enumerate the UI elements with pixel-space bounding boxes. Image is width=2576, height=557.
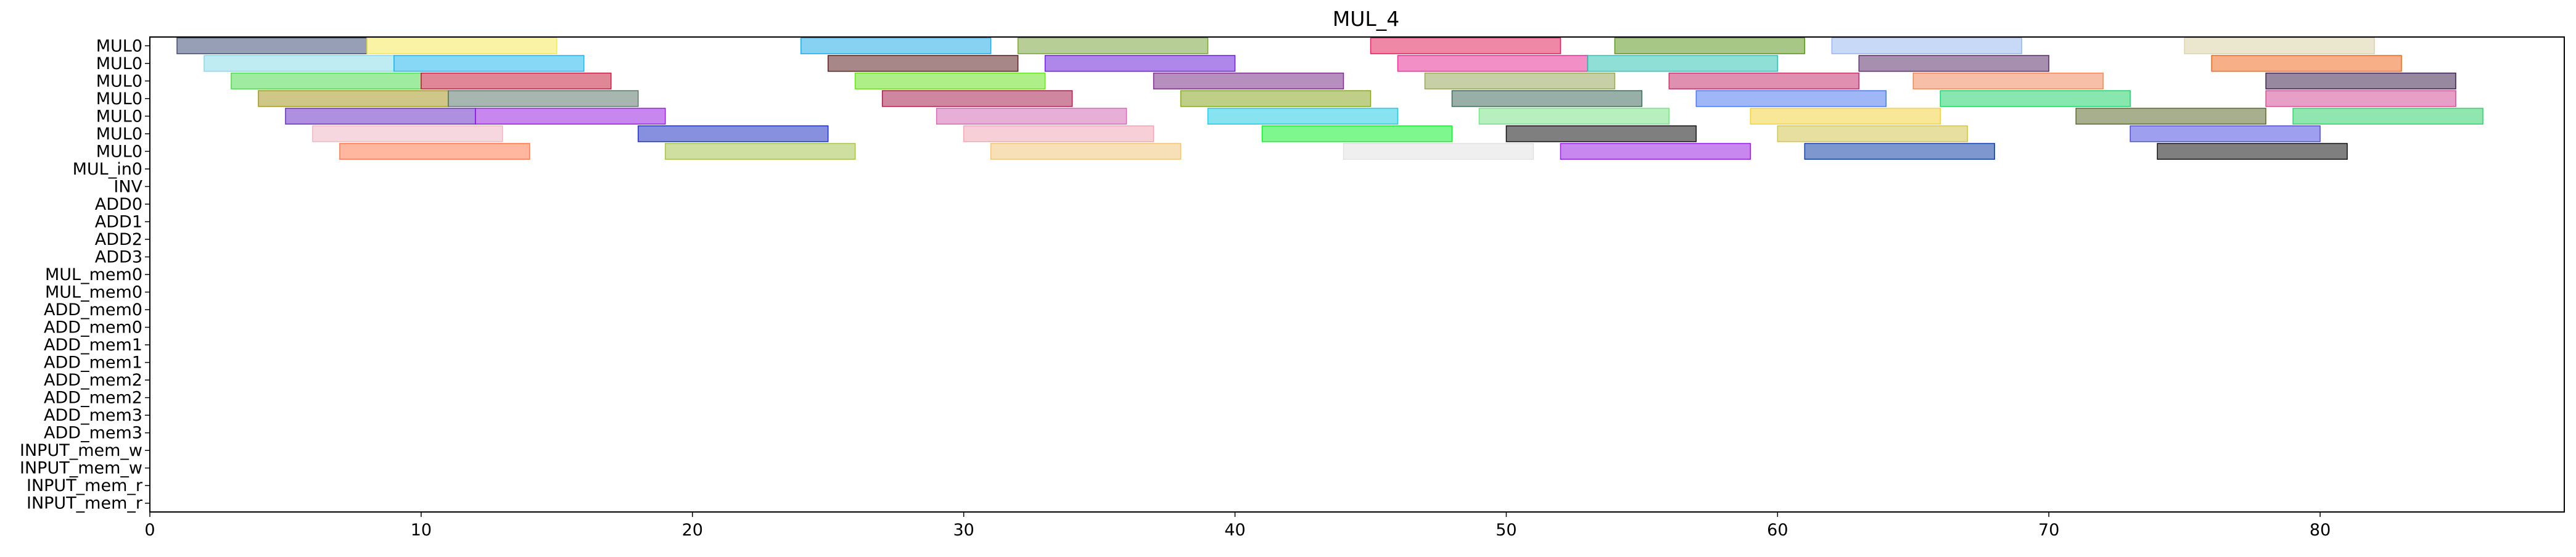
task-bar: [1424, 72, 1616, 89]
task-bar: [1587, 55, 1779, 72]
task-bar: [1153, 72, 1344, 89]
y-tick-label: ADD_mem2: [44, 389, 142, 408]
task-bar: [854, 72, 1046, 89]
y-tick-label: ADD0: [95, 195, 142, 214]
x-tick-label: 0: [144, 521, 155, 540]
task-bar: [1451, 90, 1643, 107]
y-tick-label: MUL_mem0: [45, 265, 142, 284]
task-bar: [176, 37, 368, 54]
y-tick-labels: MUL0MUL0MUL0MUL0MUL0MUL0MUL0MUL_in0INVAD…: [20, 36, 150, 513]
task-bar: [475, 107, 666, 125]
task-bar: [1940, 90, 2131, 107]
task-bar: [204, 55, 395, 72]
y-tick-label: ADD_mem0: [44, 300, 142, 320]
y-tick-label: ADD_mem1: [44, 336, 142, 355]
task-bar: [963, 125, 1154, 142]
task-bar: [881, 90, 1073, 107]
x-tick-labels: 0 10 20 30 40 50 60 70 80: [144, 512, 2331, 540]
task-bar: [1695, 90, 1887, 107]
task-bar: [990, 142, 1182, 160]
task-bar: [1397, 55, 1589, 72]
task-bar: [1207, 107, 1399, 125]
task-bar: [393, 55, 585, 72]
task-bar: [638, 125, 829, 142]
task-bar: [665, 142, 856, 160]
y-tick-label: MUL_mem0: [45, 283, 142, 302]
task-bar: [1668, 72, 1860, 89]
task-bar: [1750, 107, 1941, 125]
x-tick-label: 50: [1496, 521, 1516, 540]
y-tick-label: INPUT_mem_r: [27, 476, 143, 495]
task-bar: [231, 72, 422, 89]
task-bar: [312, 125, 503, 142]
task-bar: [2211, 55, 2402, 72]
task-bar: [2184, 37, 2375, 54]
task-bar: [258, 90, 449, 107]
task-bar: [1831, 37, 2022, 54]
task-bar: [1505, 125, 1697, 142]
y-tick-label: INPUT_mem_w: [20, 441, 142, 460]
task-bar: [1560, 142, 1751, 160]
task-bar: [1343, 142, 1534, 160]
y-tick-label: ADD2: [95, 230, 142, 249]
y-tick-label: MUL0: [96, 107, 142, 126]
x-tick-label: 80: [2310, 521, 2331, 540]
plot-frame: [149, 36, 2565, 513]
task-bar: [339, 142, 530, 160]
task-layer: [176, 37, 2483, 160]
task-bar: [800, 37, 992, 54]
task-bar: [2130, 125, 2321, 142]
task-bar: [448, 90, 639, 107]
task-bar: [1858, 55, 2049, 72]
x-tick-label: 20: [682, 521, 703, 540]
y-tick-label: ADD_mem2: [44, 371, 142, 390]
task-bar: [2292, 107, 2483, 125]
y-tick-label: ADD_mem3: [44, 424, 142, 443]
y-tick-label: ADD3: [95, 247, 142, 266]
y-tick-label: MUL0: [96, 89, 142, 109]
task-bar: [1180, 90, 1372, 107]
task-bar: [1614, 37, 1806, 54]
y-tick-label: INV: [113, 177, 142, 196]
x-tick-label: 60: [1767, 521, 1788, 540]
chart-title: MUL_4: [1333, 7, 1400, 31]
task-bar: [366, 37, 558, 54]
y-tick-label: INPUT_mem_r: [27, 494, 143, 513]
task-bar: [1478, 107, 1670, 125]
task-bar: [2157, 142, 2348, 160]
y-tick-label: MUL0: [96, 36, 142, 56]
task-bar: [2075, 107, 2266, 125]
task-bar: [2265, 90, 2456, 107]
y-tick-label: ADD_mem1: [44, 353, 142, 373]
task-bar: [1017, 37, 1209, 54]
task-bar: [421, 72, 612, 89]
y-tick-label: MUL0: [96, 54, 142, 73]
task-bar: [1044, 55, 1236, 72]
x-tick-label: 30: [953, 521, 974, 540]
task-bar: [285, 107, 476, 125]
y-tick-label: MUL0: [96, 72, 142, 91]
y-tick-label: ADD1: [95, 212, 142, 231]
y-tick-label: ADD_mem0: [44, 318, 142, 337]
task-bar: [1370, 37, 1562, 54]
x-tick-label: 70: [2038, 521, 2059, 540]
task-bar: [1804, 142, 1995, 160]
y-tick-label: MUL0: [96, 125, 142, 144]
task-bar: [1912, 72, 2104, 89]
y-tick-label: MUL_in0: [73, 160, 142, 179]
task-bar: [1261, 125, 1453, 142]
task-bar: [2265, 72, 2456, 89]
x-tick-label: 10: [411, 521, 432, 540]
x-tick-label: 40: [1224, 521, 1245, 540]
y-tick-label: INPUT_mem_w: [20, 459, 142, 478]
task-bar: [1777, 125, 1968, 142]
task-bar: [827, 55, 1019, 72]
task-bar: [936, 107, 1127, 125]
y-tick-label: ADD_mem3: [44, 406, 142, 425]
y-tick-label: MUL0: [96, 142, 142, 161]
